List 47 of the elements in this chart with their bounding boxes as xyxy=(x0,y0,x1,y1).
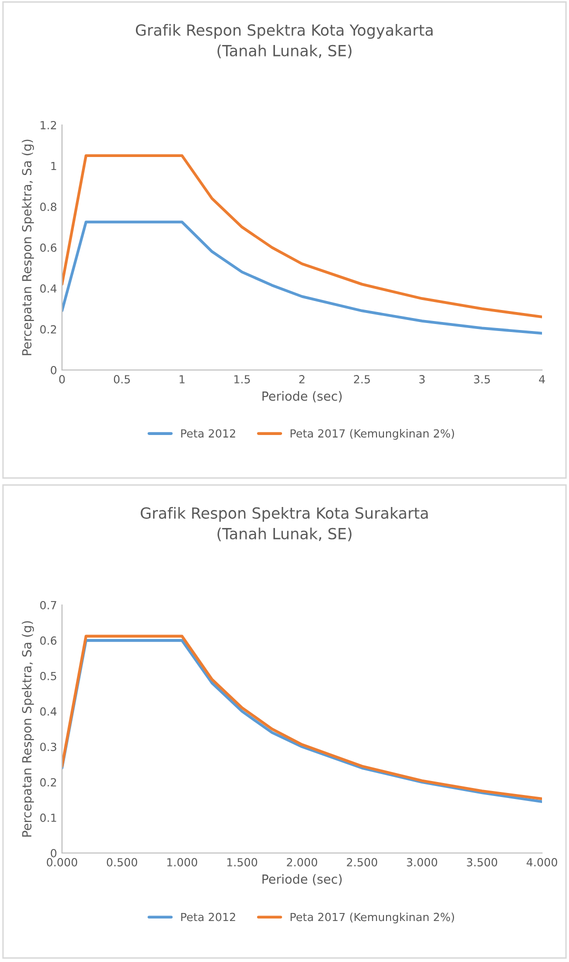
x-tick-label: 2.5 xyxy=(354,375,370,384)
x-tick-label: 0.000 xyxy=(46,858,78,866)
chart-subtitle: (Tanah Lunak, SE) xyxy=(218,528,352,542)
x-tick-label: 1 xyxy=(180,375,185,384)
x-tick-label: 2.000 xyxy=(286,858,318,866)
y-tick-label: 1 xyxy=(51,162,56,170)
y-tick-label: 0.5 xyxy=(40,672,56,680)
x-tick-label: 4.000 xyxy=(526,858,558,866)
y-tick-label: 0.8 xyxy=(40,202,56,212)
y-tick-label: 0.3 xyxy=(40,742,56,752)
y-axis-title: Percepatan Respon Spektra, Sa (g) xyxy=(22,140,34,356)
x-tick-label: 1.5 xyxy=(234,375,250,384)
y-tick-label: 0.2 xyxy=(40,778,56,787)
x-tick-label: 3 xyxy=(419,375,425,384)
x-axis-title: Periode (sec) xyxy=(262,391,342,402)
legend-label: Peta 2017 (Kemungkinan 2%) xyxy=(290,429,454,440)
y-tick-label: 1.2 xyxy=(40,120,56,130)
y-tick-label: 0 xyxy=(50,848,56,858)
y-tick-label: 0.4 xyxy=(40,707,57,716)
x-tick-label: 3.500 xyxy=(466,858,498,866)
y-axis-title: Percepatan Respon Spektra, Sa (g) xyxy=(22,621,34,837)
y-tick-label: 0.1 xyxy=(40,814,56,822)
y-tick-label: 0.6 xyxy=(40,636,56,645)
x-tick-label: 2 xyxy=(299,375,304,384)
legend-label: Peta 2017 (Kemungkinan 2%) xyxy=(290,912,454,924)
x-axis-title: Periode (sec) xyxy=(262,874,342,886)
x-tick-label: 1.500 xyxy=(227,858,258,866)
chart-title: Grafik Respon Spektra Kota Yogyakarta xyxy=(136,24,433,39)
y-tick-label: 0.6 xyxy=(40,243,56,252)
line-series xyxy=(62,220,542,335)
x-tick-label: 1.000 xyxy=(167,858,198,866)
chart-subtitle: (Tanah Lunak, SE) xyxy=(218,44,352,58)
x-tick-label: 4 xyxy=(539,375,545,384)
x-tick-label: 3.5 xyxy=(474,375,490,384)
y-tick-label: 0.2 xyxy=(40,325,56,334)
y-tick-label: 0 xyxy=(50,366,56,374)
y-tick-label: 0.7 xyxy=(40,600,56,610)
x-tick-label: 2.500 xyxy=(346,858,378,866)
legend-label: Peta 2012 xyxy=(181,912,236,922)
legend-label: Peta 2012 xyxy=(181,429,236,438)
x-tick-label: 0.500 xyxy=(106,858,138,866)
x-tick-label: 0 xyxy=(59,375,65,384)
line-series xyxy=(62,154,542,318)
y-tick-label: 0.4 xyxy=(40,284,57,293)
chart-title: Grafik Respon Spektra Kota Surakarta xyxy=(140,507,428,522)
x-tick-label: 3.000 xyxy=(406,858,438,866)
x-tick-label: 0.5 xyxy=(114,375,130,384)
